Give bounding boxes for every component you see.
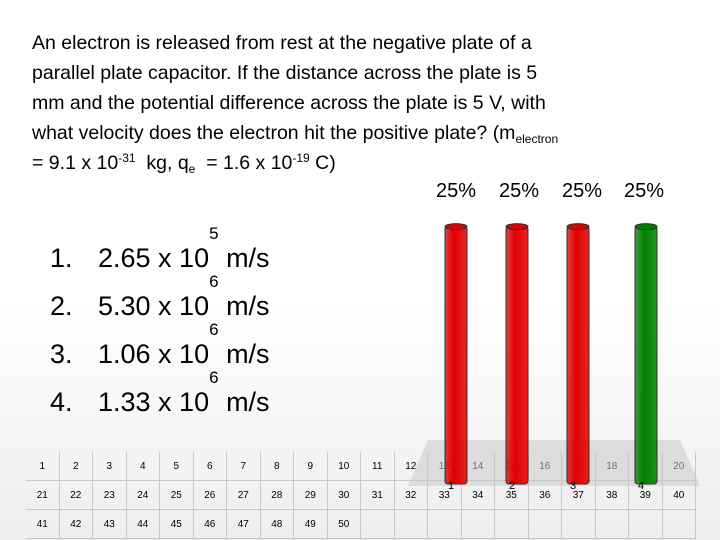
keypad-cell: 50: [327, 509, 361, 539]
keypad-cell: 23: [92, 480, 127, 510]
category-label-option-4: 4: [638, 480, 644, 492]
keypad-cell: 3: [92, 452, 127, 481]
keypad-cell: 31: [360, 480, 395, 510]
data-label-option-2: 25%: [499, 180, 539, 202]
keypad-cell: 24: [126, 480, 160, 510]
keypad-cell: 7: [226, 452, 261, 481]
keypad-cell: 4: [126, 452, 160, 481]
keypad-cell: [461, 509, 495, 539]
category-label-option-2: 2: [509, 480, 515, 492]
keypad-cell: 42: [59, 509, 93, 539]
keypad-cell: [360, 509, 395, 539]
bar-option-3: [566, 226, 590, 485]
keypad-cell: 49: [293, 509, 328, 539]
keypad-cell: 47: [226, 509, 261, 539]
keypad-cell: 25: [159, 480, 194, 510]
keypad-cell: 29: [293, 480, 328, 510]
keypad-cell: 11: [360, 452, 395, 481]
keypad-cell: 45: [159, 509, 194, 539]
keypad-cell: 28: [260, 480, 294, 510]
keypad-cell: 46: [193, 509, 227, 539]
bar-option-4: [634, 226, 658, 485]
category-label-option-3: 3: [570, 480, 576, 492]
keypad-row: 21 22 23 24 25 26 27 28 29 30 31 32 33 34 35 36 37 38 39 40: [26, 480, 696, 510]
keypad-cell: 10: [327, 452, 361, 481]
keypad-cell: 8: [260, 452, 294, 481]
keypad-cell: 41: [26, 509, 60, 539]
keypad-cell: 2: [59, 452, 93, 481]
data-label-option-3: 25%: [562, 180, 602, 202]
keypad-cell: [528, 509, 562, 539]
answer-option-2[interactable]: 2. 5.30 x 10 6 m/s: [50, 272, 270, 321]
keypad-cell: [595, 509, 629, 539]
bar-top-option-3: [566, 223, 590, 231]
bar-option-1: [444, 226, 468, 485]
category-label-option-1: 1: [448, 480, 454, 492]
keypad-cell: 22: [59, 480, 93, 510]
bar-top-option-1: [444, 223, 468, 231]
keypad-cell: 5: [159, 452, 194, 481]
keypad-cell: [494, 509, 529, 539]
bar-top-option-2: [505, 223, 529, 231]
keypad-cell: 43: [92, 509, 127, 539]
question-line-2: parallel plate capacitor. If the distanc…: [32, 62, 538, 84]
keypad-cell: 27: [226, 480, 261, 510]
bar-top-option-4: [634, 223, 658, 231]
keypad-cell: [628, 509, 663, 539]
keypad-cell: 1: [26, 452, 60, 481]
keypad-cell: [662, 509, 696, 539]
answer-option-1[interactable]: 1. 2.65 x 10 5 m/s: [50, 224, 270, 273]
answer-option-4[interactable]: 4. 1.33 x 10 6 m/s: [50, 368, 270, 417]
keypad-cell: 21: [26, 480, 60, 510]
chart-floor: [408, 440, 700, 486]
keypad-cell: 9: [293, 452, 328, 481]
question-text: An electron is released from rest at the…: [32, 28, 692, 178]
keypad-cell: [427, 509, 462, 539]
question-line-3: mm and the potential difference across t…: [32, 92, 546, 114]
data-label-option-1: 25%: [436, 180, 476, 202]
keypad-cell: 48: [260, 509, 294, 539]
keypad-cell: 30: [327, 480, 361, 510]
answer-list: 1. 2.65 x 10 5 m/s 2. 5.30 x 10 6 m/s 3. 1.06…: [50, 224, 270, 426]
keypad-row: 41 42 43 44 45 46 47 48 49 50: [26, 509, 696, 539]
question-line-4: what velocity does the electron hit the …: [32, 122, 559, 146]
answer-option-3[interactable]: 3. 1.06 x 10 6 m/s: [50, 320, 270, 369]
keypad-cell: [561, 509, 596, 539]
keypad-cell: 26: [193, 480, 227, 510]
question-line-1: An electron is released from rest at the…: [32, 32, 532, 54]
bar-option-2: [505, 226, 529, 485]
keypad-cell: [394, 509, 428, 539]
data-label-option-4: 25%: [624, 180, 664, 202]
question-line-5: = 9.1 x 10-31 kg, qe = 1.6 x 10-19 C): [32, 151, 336, 176]
keypad-cell: 6: [193, 452, 227, 481]
keypad-cell: 44: [126, 509, 160, 539]
